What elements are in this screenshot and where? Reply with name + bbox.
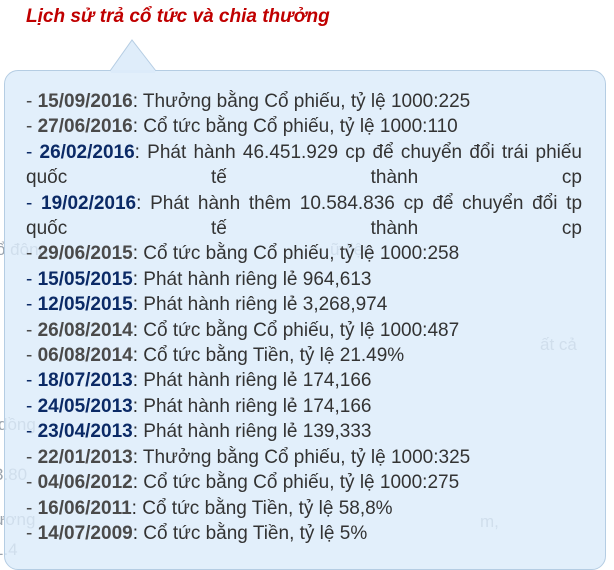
list-bullet: - <box>26 497 38 519</box>
dividend-event-item: - 27/06/2016: Cổ tức bằng Cổ phiếu, tỷ l… <box>26 114 582 139</box>
dividend-event-item: - 15/09/2016: Thưởng bằng Cổ phiếu, tỷ l… <box>26 89 582 114</box>
list-bullet: - <box>26 243 38 265</box>
date-separator: : <box>132 395 144 417</box>
event-description: Cổ tức bằng Cổ phiếu, tỷ lệ 1000:275 <box>143 472 460 494</box>
event-date: 12/05/2015 <box>37 294 133 316</box>
list-bullet: - <box>26 141 40 163</box>
event-date: 22/01/2013 <box>37 446 133 468</box>
event-date: 15/09/2016 <box>37 91 133 112</box>
date-separator: : <box>132 91 143 112</box>
dividend-event-item: - 06/08/2014: Cổ tức bằng Tiền, tỷ lệ 21… <box>26 343 582 368</box>
event-date: 14/07/2009 <box>37 522 133 544</box>
event-date: 29/06/2015 <box>37 243 133 265</box>
dividend-event-item: - 15/05/2015: Phát hành riêng lẻ 964,613 <box>26 267 582 292</box>
date-separator: : <box>132 446 143 468</box>
event-date: 06/08/2014 <box>37 345 133 367</box>
event-description: Phát hành riêng lẻ 174,166 <box>143 395 372 417</box>
dividend-event-item: - 26/02/2016: Phát hành 46.451.929 cp để… <box>26 140 582 191</box>
event-date: 19/02/2016 <box>41 192 137 214</box>
page-title: Lịch sử trả cổ tức và chia thưởng <box>26 6 330 27</box>
dividend-event-item: - 04/06/2012: Cổ tức bằng Cổ phiếu, tỷ l… <box>26 470 582 495</box>
list-bullet: - <box>26 472 38 494</box>
date-separator: : <box>132 370 144 392</box>
dividend-event-list: - 15/09/2016: Thưởng bằng Cổ phiếu, tỷ l… <box>26 89 582 546</box>
event-date: 26/08/2014 <box>37 319 133 341</box>
dividend-event-item: - 23/04/2013: Phát hành riêng lẻ 139,333 <box>26 419 582 444</box>
date-separator: : <box>132 116 144 138</box>
list-bullet: - <box>26 116 38 138</box>
list-bullet: - <box>26 319 38 341</box>
date-separator: : <box>132 319 144 341</box>
dividend-event-item: - 19/02/2016: Phát hành thêm 10.584.836 … <box>26 191 582 242</box>
event-date: 23/04/2013 <box>37 421 133 443</box>
event-description: Phát hành riêng lẻ 964,613 <box>143 268 372 290</box>
list-bullet: - <box>26 192 42 214</box>
dividend-event-item: - 22/01/2013: Thưởng bằng Cổ phiếu, tỷ l… <box>26 445 582 470</box>
date-separator: : <box>132 421 144 443</box>
event-description: Phát hành 46.451.929 cp để chuyển đổi tr… <box>26 141 582 189</box>
list-bullet: - <box>26 268 38 290</box>
event-date: 16/06/2011 <box>37 497 132 519</box>
date-separator: : <box>134 141 148 163</box>
date-separator: : <box>132 268 144 290</box>
dividend-history-tooltip <box>4 70 606 570</box>
event-description: Cổ tức bằng Tiền, tỷ lệ 5% <box>143 522 368 544</box>
date-separator: : <box>132 345 144 367</box>
event-description: Cổ tức bằng Tiền, tỷ lệ 58,8% <box>142 497 393 519</box>
event-description: Cổ tức bằng Cổ phiếu, tỷ lệ 1000:487 <box>143 319 460 341</box>
tooltip-pointer <box>109 39 157 73</box>
list-bullet: - <box>26 395 38 417</box>
event-description: Phát hành thêm 10.584.836 cp để chuyển đ… <box>26 192 583 240</box>
dividend-event-item: - 18/07/2013: Phát hành riêng lẻ 174,166 <box>26 368 582 393</box>
date-separator: : <box>132 472 144 494</box>
event-date: 24/05/2013 <box>37 395 133 417</box>
event-date: 27/06/2016 <box>37 116 133 138</box>
date-separator: : <box>132 243 144 265</box>
event-date: 18/07/2013 <box>37 370 133 392</box>
event-description: Cổ tức bằng Cổ phiếu, tỷ lệ 1000:258 <box>143 243 460 265</box>
date-separator: : <box>131 497 143 519</box>
dividend-event-item: - 24/05/2013: Phát hành riêng lẻ 174,166 <box>26 394 582 419</box>
event-description: Phát hành riêng lẻ 3,268,974 <box>143 294 388 316</box>
date-separator: : <box>132 522 144 544</box>
event-date: 04/06/2012 <box>37 472 133 494</box>
date-separator: : <box>132 294 144 316</box>
event-description: Thưởng bằng Cổ phiếu, tỷ lệ 1000:225 <box>142 91 471 112</box>
event-description: Phát hành riêng lẻ 139,333 <box>143 421 372 443</box>
event-date: 15/05/2015 <box>37 268 133 290</box>
dividend-event-item: - 26/08/2014: Cổ tức bằng Cổ phiếu, tỷ l… <box>26 318 582 343</box>
dividend-event-item: - 29/06/2015: Cổ tức bằng Cổ phiếu, tỷ l… <box>26 241 582 266</box>
dividend-event-item: - 12/05/2015: Phát hành riêng lẻ 3,268,9… <box>26 292 582 317</box>
list-bullet: - <box>26 91 38 112</box>
list-bullet: - <box>26 421 38 443</box>
list-bullet: - <box>26 370 38 392</box>
event-description: Thưởng bằng Cổ phiếu, tỷ lệ 1000:325 <box>142 446 471 468</box>
event-date: 26/02/2016 <box>39 141 135 163</box>
list-bullet: - <box>26 345 38 367</box>
list-bullet: - <box>26 294 38 316</box>
dividend-event-item: - 14/07/2009: Cổ tức bằng Tiền, tỷ lệ 5% <box>26 521 582 546</box>
event-description: Phát hành riêng lẻ 174,166 <box>143 370 372 392</box>
dividend-event-item: - 16/06/2011: Cổ tức bằng Tiền, tỷ lệ 58… <box>26 496 582 521</box>
event-description: Cổ tức bằng Cổ phiếu, tỷ lệ 1000:110 <box>143 116 458 138</box>
event-description: Cổ tức bằng Tiền, tỷ lệ 21.49% <box>143 345 405 367</box>
list-bullet: - <box>26 522 38 544</box>
list-bullet: - <box>26 446 38 468</box>
date-separator: : <box>136 192 151 214</box>
